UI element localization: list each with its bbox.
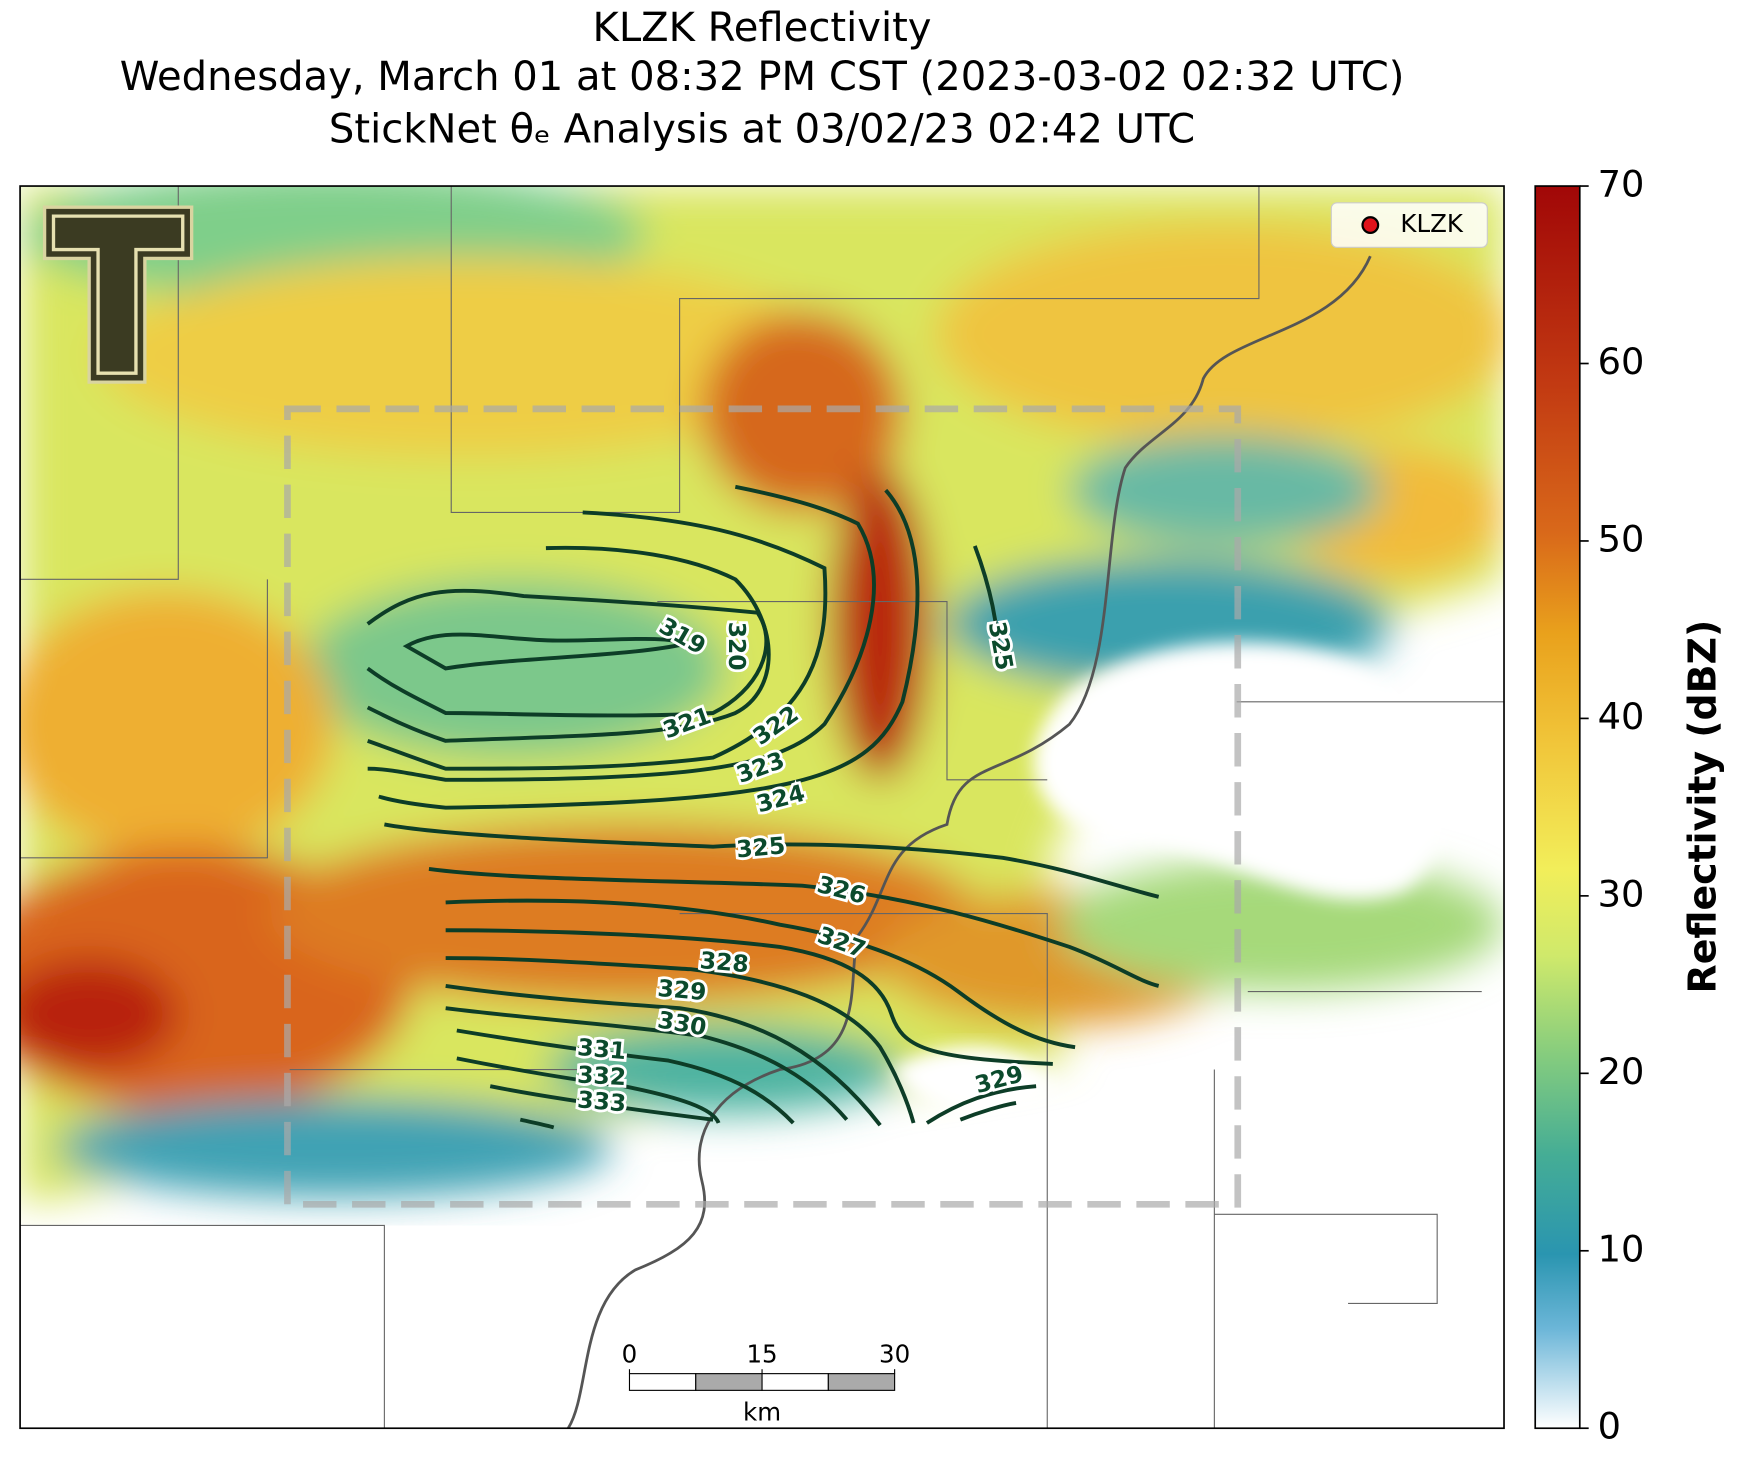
scale-tick-label: 0 (622, 1340, 638, 1369)
contour-label: 329 (656, 974, 707, 1006)
contour-label: 328 (699, 946, 750, 978)
scale-unit: km (743, 1397, 781, 1426)
title: KLZK Reflectivity (593, 5, 932, 51)
scale-segment (628, 1373, 697, 1391)
colorbar-tick-label: 20 (1598, 1050, 1645, 1093)
station-marker (1361, 216, 1380, 234)
colorbar-label: Reflectivity (dBZ) (1681, 620, 1725, 994)
colorbar-tick-label: 0 (1598, 1405, 1621, 1448)
scale-tick-label: 15 (746, 1340, 777, 1369)
colorbar-tick-label: 10 (1598, 1227, 1645, 1270)
contour-label: 333 (576, 1085, 627, 1117)
legend: KLZK (1330, 202, 1488, 248)
analysis-domain (284, 405, 1242, 1208)
scale-tick-label: 30 (879, 1340, 910, 1369)
analysis-time: StickNet θₑ Analysis at 03/02/23 02:42 U… (329, 107, 1195, 153)
colorbar-tick-label: 60 (1598, 340, 1645, 383)
map-frame (19, 185, 1505, 1430)
scale-segment (761, 1373, 829, 1391)
logo (42, 205, 194, 384)
colorbar (1534, 185, 1581, 1430)
scale-segment (695, 1373, 763, 1391)
colorbar-tick-label: 40 (1598, 695, 1645, 738)
colorbar-tick-label: 70 (1598, 163, 1645, 206)
legend-label: KLZK (1400, 209, 1463, 238)
colorbar-tick-label: 50 (1598, 517, 1645, 560)
colorbar-tick-label: 30 (1598, 872, 1645, 915)
subtitle: Wednesday, March 01 at 08:32 PM CST (202… (120, 54, 1405, 100)
contour-label: 320 (723, 622, 751, 671)
contour-label: 332 (577, 1061, 627, 1092)
contour-lines (366, 484, 1160, 1130)
contour-label: 325 (735, 831, 786, 863)
scale-bar: 0 15 30 km (622, 1340, 911, 1427)
scale-segment (827, 1373, 896, 1391)
river (567, 255, 1372, 1429)
